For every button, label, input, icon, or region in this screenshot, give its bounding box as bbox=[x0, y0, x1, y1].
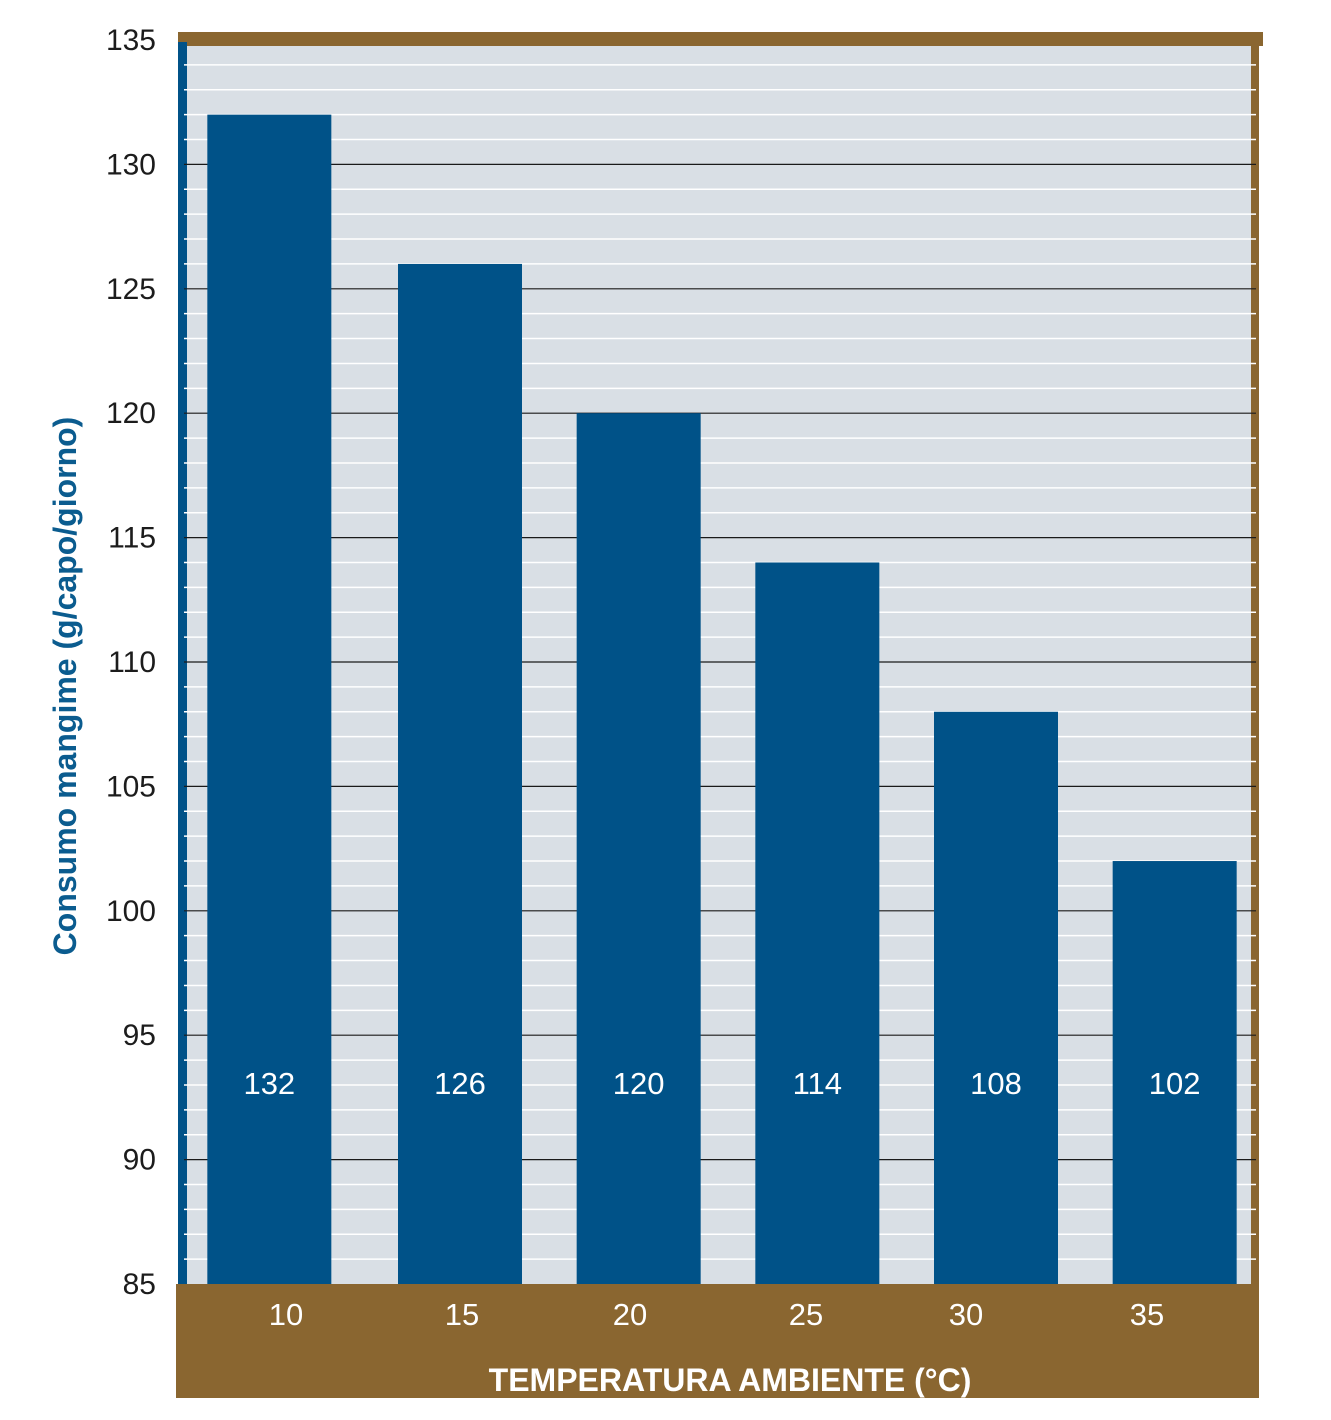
bar-25 bbox=[755, 562, 880, 1284]
bar-value-label: 108 bbox=[970, 1066, 1022, 1101]
bar-20 bbox=[576, 413, 701, 1284]
frame-right bbox=[1251, 32, 1259, 1332]
bar-10 bbox=[207, 114, 332, 1284]
x-tick-label: 35 bbox=[1130, 1297, 1164, 1332]
y-tick-label: 110 bbox=[108, 646, 156, 679]
x-tick-label: 20 bbox=[613, 1297, 647, 1332]
y-axis-ticks: 85 90 95 100 105 110 115 120 125 130 135 bbox=[106, 24, 156, 1301]
bars bbox=[207, 114, 1237, 1284]
x-axis-band bbox=[176, 1284, 1259, 1398]
y-tick-label: 85 bbox=[123, 1268, 156, 1301]
y-axis-line bbox=[178, 42, 187, 1284]
bar-value-label: 120 bbox=[613, 1066, 665, 1101]
bar-value-label: 126 bbox=[434, 1066, 486, 1101]
y-tick-label: 135 bbox=[106, 24, 156, 57]
data-labels: 132 126 120 114 108 102 bbox=[243, 1066, 1200, 1101]
y-tick-label: 90 bbox=[123, 1144, 156, 1177]
y-tick-label: 105 bbox=[106, 770, 156, 803]
bar-value-label: 102 bbox=[1149, 1066, 1201, 1101]
bar-35 bbox=[1112, 861, 1237, 1284]
x-tick-label: 10 bbox=[269, 1297, 303, 1332]
bar-value-label: 114 bbox=[793, 1066, 842, 1101]
y-tick-label: 125 bbox=[106, 273, 156, 306]
bar-value-label: 132 bbox=[243, 1066, 295, 1101]
grid-lines bbox=[184, 64, 1256, 1260]
x-axis-title: TEMPERATURA AMBIENTE (°C) bbox=[489, 1362, 972, 1398]
chart-frame bbox=[176, 32, 1263, 1398]
y-tick-label: 130 bbox=[106, 148, 156, 181]
y-axis-title: Consumo mangime (g/capo/giorno) bbox=[47, 417, 83, 956]
y-tick-label: 100 bbox=[106, 895, 156, 928]
x-tick-label: 30 bbox=[949, 1297, 983, 1332]
x-tick-label: 25 bbox=[789, 1297, 823, 1332]
frame-top bbox=[178, 32, 1263, 46]
y-tick-label: 115 bbox=[108, 522, 156, 555]
bar-30 bbox=[934, 711, 1058, 1284]
y-tick-label: 120 bbox=[106, 397, 156, 430]
x-axis-ticks: 10 15 20 25 30 35 bbox=[269, 1297, 1164, 1332]
x-tick-label: 15 bbox=[445, 1297, 479, 1332]
y-tick-label: 95 bbox=[123, 1019, 156, 1052]
bar-15 bbox=[398, 263, 522, 1284]
